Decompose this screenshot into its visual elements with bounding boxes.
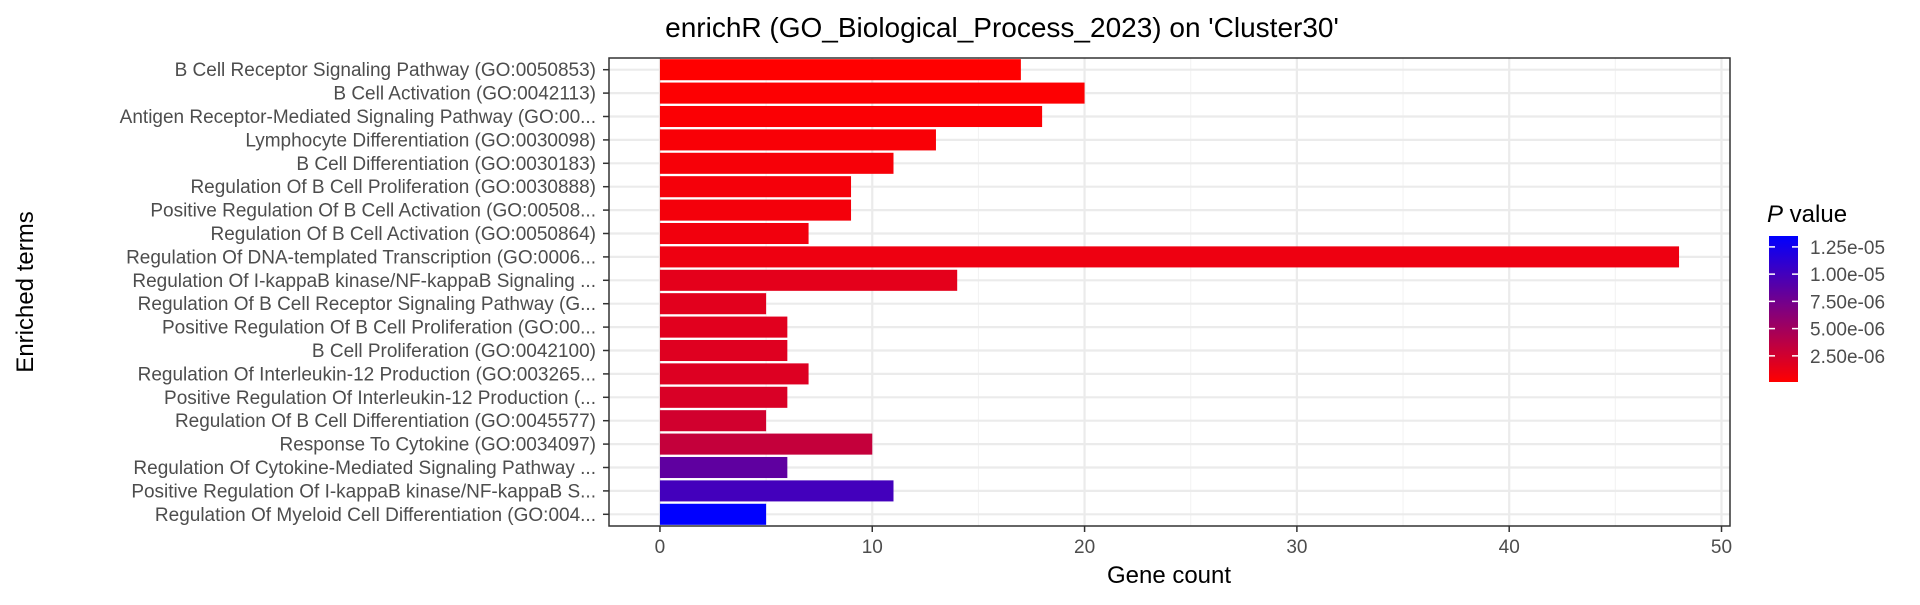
legend-tick-label: 7.50e-06: [1810, 292, 1885, 313]
x-tick-label: 10: [862, 537, 883, 558]
bars: [659, 59, 1680, 525]
legend-tick-label: 5.00e-06: [1810, 320, 1885, 341]
bar: [659, 410, 767, 432]
x-axis-label: Gene count: [1107, 562, 1231, 589]
y-tick-label: B Cell Differentiation (GO:0030183): [296, 154, 596, 175]
bar: [659, 82, 1085, 104]
bar: [659, 503, 767, 525]
y-tick-label: Regulation Of B Cell Differentiation (GO…: [175, 411, 596, 432]
bar: [659, 456, 788, 479]
y-tick-label: B Cell Proliferation (GO:0042100): [312, 341, 596, 362]
bar: [659, 386, 788, 408]
bar: [659, 129, 936, 151]
legend-tick-label: 2.50e-06: [1810, 347, 1885, 368]
legend-title-rest: value: [1783, 201, 1847, 228]
y-tick-labels: B Cell Receptor Signaling Pathway (GO:00…: [120, 60, 609, 526]
plot-border: [608, 57, 1731, 527]
legend-ticks: 1.25e-05 1.00e-05 7.50e-06 5.00e-06 2.50e-06: [1769, 238, 1885, 368]
y-tick-label: B Cell Receptor Signaling Pathway (GO:00…: [175, 60, 596, 81]
x-tick-label: 40: [1499, 537, 1520, 558]
bar: [659, 339, 788, 362]
bar: [659, 316, 788, 338]
bar: [659, 480, 894, 502]
legend-tick-label: 1.00e-05: [1810, 265, 1885, 286]
y-tick-label: Regulation Of Cytokine-Mediated Signalin…: [133, 458, 596, 479]
x-tick-label: 0: [655, 537, 666, 558]
x-tick-label: 30: [1286, 537, 1307, 558]
bar: [659, 363, 809, 385]
bar: [659, 199, 852, 221]
chart-title: enrichR (GO_Biological_Process_2023) on …: [665, 12, 1339, 43]
y-tick-label: Regulation Of DNA-templated Transcriptio…: [126, 247, 596, 268]
bar: [659, 246, 1680, 268]
y-tick-label: Regulation Of Myeloid Cell Differentiati…: [155, 505, 596, 526]
legend-title-italic: P: [1767, 201, 1783, 228]
legend-title: P value: [1767, 201, 1847, 228]
color-legend: P value 1.25e-05 1.00e-05 7.50e-06 5.00e-06…: [1767, 201, 1885, 382]
bar: [659, 152, 894, 174]
y-tick-label: Positive Regulation Of Interleukin-12 Pr…: [164, 388, 596, 409]
y-tick-label: Regulation Of B Cell Activation (GO:0050…: [211, 224, 596, 245]
bar: [659, 433, 873, 455]
bar: [659, 222, 809, 245]
bar: [659, 59, 1021, 81]
y-tick-label: Positive Regulation Of B Cell Activation…: [150, 201, 596, 222]
y-tick-label: Response To Cytokine (GO:0034097): [280, 435, 597, 456]
legend-colorbar: [1769, 236, 1798, 382]
y-tick-label: Regulation Of I-kappaB kinase/NF-kappaB …: [132, 271, 596, 292]
y-tick-label: Antigen Receptor-Mediated Signaling Path…: [120, 107, 596, 128]
y-tick-label: Lymphocyte Differentiation (GO:0030098): [245, 130, 596, 151]
bar: [659, 176, 852, 198]
y-tick-label: B Cell Activation (GO:0042113): [333, 84, 596, 105]
y-tick-label: Regulation Of B Cell Receptor Signaling …: [138, 294, 596, 315]
y-tick-label: Regulation Of B Cell Proliferation (GO:0…: [190, 177, 596, 198]
bar: [659, 293, 767, 315]
y-axis-label: Enriched terms: [12, 211, 39, 372]
y-tick-label: Regulation Of Interleukin-12 Production …: [138, 364, 596, 385]
y-tick-label: Positive Regulation Of B Cell Proliferat…: [162, 318, 596, 339]
x-tick-label: 50: [1711, 537, 1732, 558]
x-tick-label: 20: [1074, 537, 1095, 558]
y-tick-label: Positive Regulation Of I-kappaB kinase/N…: [131, 481, 596, 502]
x-ticks: 0 10 20 30 40 50: [655, 526, 1732, 558]
bar: [659, 269, 958, 291]
plot-panel: [609, 58, 1730, 526]
legend-tick-label: 1.25e-05: [1810, 238, 1885, 259]
bar: [659, 105, 1043, 128]
